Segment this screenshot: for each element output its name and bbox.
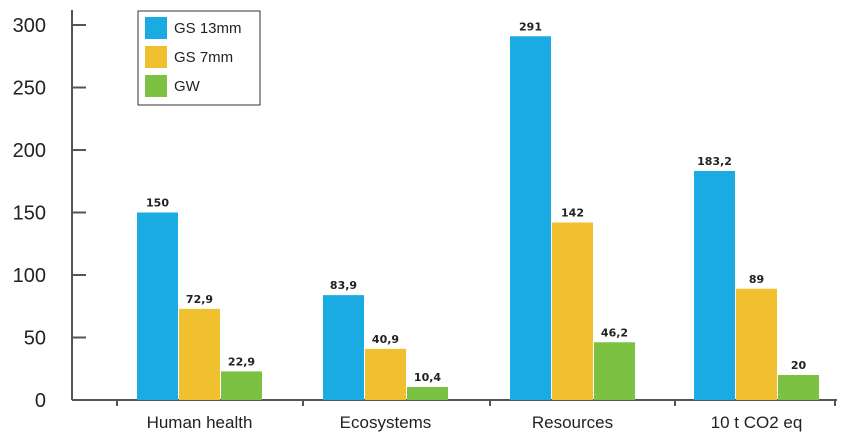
data-label: 72,9 (186, 293, 213, 306)
legend-swatch (145, 75, 167, 97)
data-label: 183,2 (697, 155, 732, 168)
data-label: 83,9 (330, 279, 357, 292)
bar (407, 387, 448, 400)
legend: GS 13mm GS 7mm GW (137, 10, 261, 106)
data-label: 142 (561, 207, 584, 220)
y-tick-label: 50 (24, 328, 46, 350)
data-label: 150 (146, 197, 169, 210)
data-label: 20 (791, 359, 807, 372)
bar (778, 375, 819, 400)
legend-swatch (145, 46, 167, 68)
data-label: 46,2 (601, 326, 628, 339)
data-labels: 150 72,9 22,9 83,9 40,9 10,4 291 142 46,2 183,2 89… (146, 20, 806, 384)
bar (323, 295, 364, 400)
bar (137, 212, 178, 400)
axes: 0 50 100 150 200 250 300 Human health Ecosystems… (13, 10, 837, 432)
legend-label: GW (174, 78, 201, 95)
bar (736, 288, 777, 400)
bar (510, 36, 551, 400)
y-tick-label: 300 (13, 15, 46, 37)
legend-swatch (145, 17, 167, 39)
y-tick-label: 150 (13, 203, 46, 225)
bars (137, 36, 819, 400)
category-label: Resources (532, 413, 613, 432)
y-tick-label: 250 (13, 78, 46, 100)
bar (594, 342, 635, 400)
category-label: Ecosystems (340, 413, 432, 432)
legend-label: GS 7mm (174, 49, 233, 66)
legend-label: GS 13mm (174, 20, 242, 37)
data-label: 22,9 (228, 355, 255, 368)
category-label: Human health (147, 413, 253, 432)
bar (365, 348, 406, 400)
category-label: 10 t CO2 eq (711, 413, 803, 432)
bar (179, 308, 220, 400)
y-tick-label: 200 (13, 140, 46, 162)
data-label: 89 (749, 273, 764, 286)
bar (694, 171, 735, 400)
bar (552, 222, 593, 400)
data-label: 10,4 (414, 371, 441, 384)
y-tick-label: 0 (35, 390, 46, 412)
data-label: 40,9 (372, 333, 399, 346)
y-tick-label: 100 (13, 265, 46, 287)
data-label: 291 (519, 20, 542, 33)
bar (221, 371, 262, 400)
